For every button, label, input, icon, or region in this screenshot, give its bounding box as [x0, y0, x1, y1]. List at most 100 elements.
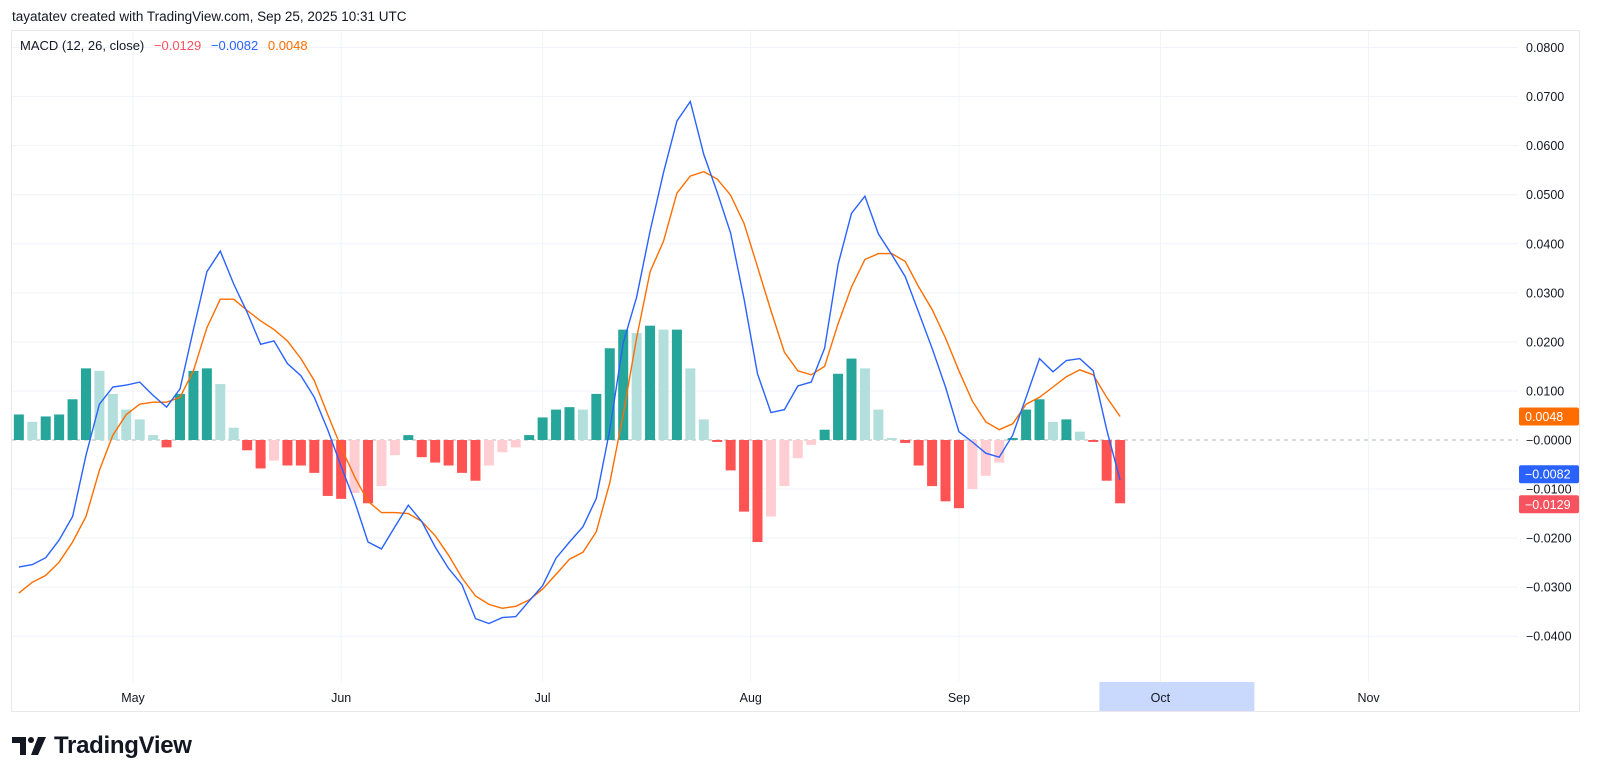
- histogram-bar: [551, 409, 562, 440]
- histogram-bar: [134, 419, 145, 440]
- histogram-bar: [322, 440, 333, 496]
- histogram-bar: [792, 440, 803, 459]
- histogram-bar: [618, 329, 629, 440]
- histogram-bar: [389, 440, 400, 456]
- histogram-bar: [483, 440, 494, 466]
- attribution-header: tayatatev created with TradingView.com, …: [12, 9, 407, 24]
- time-tick-label: Oct: [1151, 691, 1171, 705]
- histogram-bar: [1061, 419, 1072, 440]
- histogram-bar: [282, 440, 293, 466]
- histogram-bar: [577, 409, 588, 440]
- histogram-bar: [215, 384, 226, 440]
- tradingview-logo-icon: [12, 737, 46, 755]
- histogram-bar: [1047, 421, 1058, 440]
- histogram-bar: [940, 440, 951, 502]
- macd-line: [18, 99, 1121, 625]
- histogram-bar: [470, 440, 481, 481]
- histogram-bar: [725, 440, 736, 471]
- histogram-bar: [161, 440, 172, 448]
- histogram-bar: [295, 440, 306, 466]
- macd-value-badge-text: −0.0082: [1525, 468, 1571, 482]
- price-axis[interactable]: 0.0800 0.0700 0.0600 0.0500 0.0400 0.0300 0.02…: [1526, 41, 1572, 644]
- price-tick-label: 0.0200: [1526, 335, 1564, 349]
- price-tick-label: −0.0400: [1526, 630, 1572, 644]
- histogram-bar: [80, 368, 91, 440]
- price-tick-label: 0.0700: [1526, 90, 1564, 104]
- histogram-bar: [712, 440, 723, 442]
- histogram-bar: [739, 440, 750, 512]
- price-tick-label: −0.0100: [1526, 483, 1572, 497]
- time-axis[interactable]: May Jun Jul Aug Sep Oct Nov: [121, 691, 1380, 705]
- legend-histogram-value: −0.0129: [153, 38, 202, 53]
- histogram-bar: [309, 440, 320, 473]
- legend-indicator-name: MACD (12, 26, close): [20, 38, 145, 53]
- histogram-bar: [927, 440, 938, 487]
- histogram-bar: [698, 419, 709, 440]
- histogram-bar: [175, 393, 186, 440]
- histogram-bar: [121, 409, 132, 440]
- histogram-bar: [779, 440, 790, 487]
- time-tick-label: Aug: [740, 691, 762, 705]
- price-tick-label: 0.0100: [1526, 384, 1564, 398]
- histogram-bar: [27, 421, 38, 440]
- histogram-bar: [806, 440, 817, 445]
- histogram-bar: [994, 440, 1005, 463]
- histogram-bar: [510, 440, 521, 448]
- histogram-bar: [255, 440, 266, 469]
- histogram-bar: [67, 399, 78, 440]
- signal-value-badge-text: 0.0048: [1525, 410, 1563, 424]
- histogram-bar: [40, 416, 51, 440]
- histogram-bar: [591, 393, 602, 440]
- histogram-bar: [873, 409, 884, 440]
- histogram-bar: [363, 440, 374, 504]
- histogram-bar: [604, 348, 615, 440]
- histogram-bar: [416, 440, 427, 458]
- histogram-value-badge-text: −0.0129: [1525, 498, 1571, 512]
- legend-signal-value: 0.0048: [267, 38, 308, 53]
- time-tick-label: Nov: [1357, 691, 1380, 705]
- histogram-bar: [403, 435, 414, 440]
- histogram-bars: [13, 325, 1126, 543]
- histogram-bar: [1101, 440, 1112, 481]
- time-axis-highlight: [1099, 682, 1255, 711]
- histogram-bar: [148, 435, 159, 440]
- histogram-bar: [1034, 399, 1045, 440]
- histogram-bar: [967, 440, 978, 490]
- histogram-bar: [457, 440, 468, 473]
- indicator-legend[interactable]: MACD (12, 26, close) −0.0129 −0.0082 0.0…: [20, 38, 314, 53]
- grid: [12, 31, 1518, 682]
- price-tick-label: −0.0200: [1526, 532, 1572, 546]
- price-tick-label: 0.0600: [1526, 139, 1564, 153]
- histogram-bar: [443, 440, 454, 466]
- histogram-bar: [201, 368, 212, 440]
- histogram-bar: [188, 370, 199, 440]
- price-tick-label: 0.0300: [1526, 286, 1564, 300]
- histogram-bar: [497, 440, 508, 453]
- histogram-bar: [685, 368, 696, 440]
- tradingview-logo[interactable]: TradingView: [12, 732, 192, 760]
- histogram-bar: [564, 407, 575, 440]
- histogram-bar: [349, 440, 360, 493]
- histogram-bar: [980, 440, 991, 476]
- histogram-bar: [886, 438, 897, 440]
- histogram-value-badge: [1519, 495, 1579, 514]
- histogram-bar: [269, 440, 280, 461]
- price-tick-label: 0.0400: [1526, 237, 1564, 251]
- last-value-badges: 0.0048 −0.0082 −0.0129: [1519, 407, 1579, 514]
- histogram-bar: [833, 373, 844, 440]
- histogram-bar: [1074, 431, 1085, 440]
- histogram-bar: [1007, 438, 1018, 440]
- time-tick-label: May: [121, 691, 145, 705]
- signal-line: [18, 170, 1121, 610]
- legend-macd-value: −0.0082: [210, 38, 259, 53]
- time-tick-label: Jun: [331, 691, 351, 705]
- histogram-bar: [13, 414, 24, 440]
- histogram-bar: [537, 417, 548, 440]
- histogram-bar: [631, 333, 642, 440]
- histogram-bar: [819, 429, 830, 440]
- price-tick-label: 0.0800: [1526, 41, 1564, 55]
- price-tick-label: −0.0000: [1526, 434, 1572, 448]
- histogram-bar: [228, 427, 239, 440]
- histogram-bar: [752, 440, 763, 543]
